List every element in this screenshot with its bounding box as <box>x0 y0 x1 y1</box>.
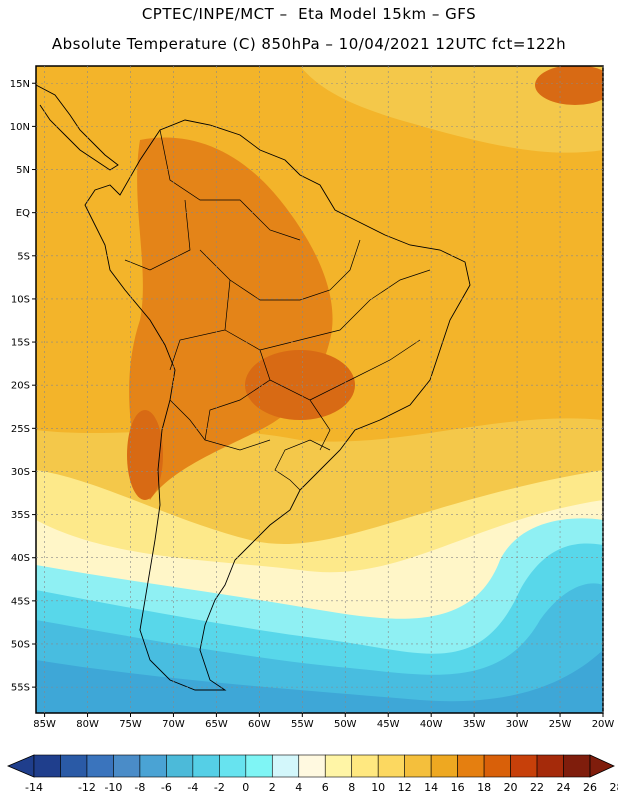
colorbar-swatch <box>33 754 61 778</box>
colorbar-label: 2 <box>269 781 276 794</box>
lon-tick-label: 85W <box>33 719 56 730</box>
colorbar-label: 18 <box>477 781 491 794</box>
colorbar-swatch <box>430 754 458 778</box>
colorbar-swatch <box>298 754 326 778</box>
colorbar-swatch <box>536 754 564 778</box>
colorbar-swatch <box>192 754 220 778</box>
lat-tick-label: 35S <box>11 510 30 521</box>
colorbar-swatch <box>139 754 167 778</box>
temperature-field <box>36 66 603 713</box>
colorbar-swatch <box>510 754 538 778</box>
lon-tick-label: 60W <box>248 719 271 730</box>
colorbar-label: -12 <box>78 781 96 794</box>
colorbar-swatch <box>483 754 511 778</box>
colorbar-label: 8 <box>348 781 355 794</box>
field-cold-4 <box>36 650 603 713</box>
colorbar-swatch <box>166 754 194 778</box>
colorbar-label: 12 <box>398 781 412 794</box>
colorbar-label: 4 <box>295 781 302 794</box>
lon-tick-label: 35W <box>463 719 486 730</box>
colorbar-label: 28 <box>609 781 618 794</box>
lat-tick-label: 15N <box>10 79 30 90</box>
colorbar-swatch <box>324 754 353 778</box>
lon-tick-label: 65W <box>205 719 228 730</box>
colorbar-swatch <box>60 754 88 778</box>
field-mild-ne <box>300 66 603 153</box>
colorbar-swatch <box>219 754 247 778</box>
colorbar-swatch <box>86 754 114 778</box>
lon-tick-label: 30W <box>506 719 529 730</box>
colorbar-label: 26 <box>583 781 597 794</box>
lon-tick-label: 80W <box>76 719 99 730</box>
lat-tick-label: 50S <box>11 639 30 650</box>
lat-tick-label: 55S <box>11 683 30 694</box>
lat-tick-label: 5S <box>17 251 30 262</box>
lat-tick-label: 10S <box>11 294 30 305</box>
field-land-very-hot-northeast <box>535 66 603 105</box>
colorbar-label: 10 <box>371 781 385 794</box>
lon-tick-label: 25W <box>549 719 572 730</box>
colorbar-label: 22 <box>530 781 544 794</box>
colorbar-swatch <box>351 754 379 778</box>
colorbar-label: 16 <box>451 781 465 794</box>
lon-tick-label: 45W <box>377 719 400 730</box>
colorbar-label: -10 <box>104 781 122 794</box>
lon-tick-label: 55W <box>291 719 314 730</box>
lon-tick-label: 50W <box>334 719 357 730</box>
lat-tick-label: 45S <box>11 596 30 607</box>
lat-tick-label: 30S <box>11 467 30 478</box>
coastline-south-america <box>84 119 471 691</box>
lon-tick-label: 20W <box>592 719 615 730</box>
colorbar-swatch <box>245 754 273 778</box>
colorbar-label: 20 <box>504 781 518 794</box>
colorbar-label: -14 <box>25 781 43 794</box>
lat-tick-label: 15S <box>11 338 30 349</box>
title-line-2: Absolute Temperature (C) 850hPa – 10/04/… <box>51 35 567 53</box>
lon-tick-label: 70W <box>162 719 185 730</box>
country-borders <box>124 129 431 491</box>
colorbar: -14 -12 -10 -8 -6 -4 -2 0 2 4 6 8 10 12 14 16 18 20 22 24 26… <box>6 754 618 794</box>
colorbar-swatch <box>113 754 141 778</box>
lat-tick-label: 5N <box>16 165 30 176</box>
field-land-very-hot-center <box>245 350 355 420</box>
lat-tick-label: 25S <box>11 424 30 435</box>
title-line-1: CPTEC/INPE/MCT – Eta Model 15km – GFS <box>141 5 477 23</box>
coastline-central-america <box>35 84 119 171</box>
colorbar-swatch <box>563 754 591 778</box>
lat-tick-label: 40S <box>11 553 30 564</box>
lat-tick-label: EQ <box>16 208 30 219</box>
lat-tick-label: 10N <box>10 122 30 133</box>
field-land-very-hot-west <box>127 410 163 500</box>
colorbar-label: -4 <box>187 781 198 794</box>
colorbar-label: 14 <box>424 781 438 794</box>
colorbar-label: 6 <box>322 781 329 794</box>
plot-frame <box>35 65 604 714</box>
lon-tick-label: 40W <box>420 719 443 730</box>
lon-tick-label: 75W <box>119 719 142 730</box>
colorbar-label: 0 <box>242 781 249 794</box>
colorbar-swatch <box>377 754 405 778</box>
colorbar-swatch <box>457 754 485 778</box>
axes: 15N 10N 5N EQ 5S 10S 15S 20S 25S 30S 35S 40S 45S 50S 5… <box>10 79 615 730</box>
colorbar-label: -8 <box>134 781 145 794</box>
colorbar-label: -6 <box>161 781 172 794</box>
lat-tick-label: 20S <box>11 381 30 392</box>
colorbar-swatch <box>271 754 300 778</box>
colorbar-max-arrow <box>589 754 615 778</box>
colorbar-swatch <box>404 754 432 778</box>
colorbar-min-arrow <box>6 754 35 778</box>
colorbar-label: -2 <box>214 781 225 794</box>
colorbar-label: 24 <box>557 781 571 794</box>
